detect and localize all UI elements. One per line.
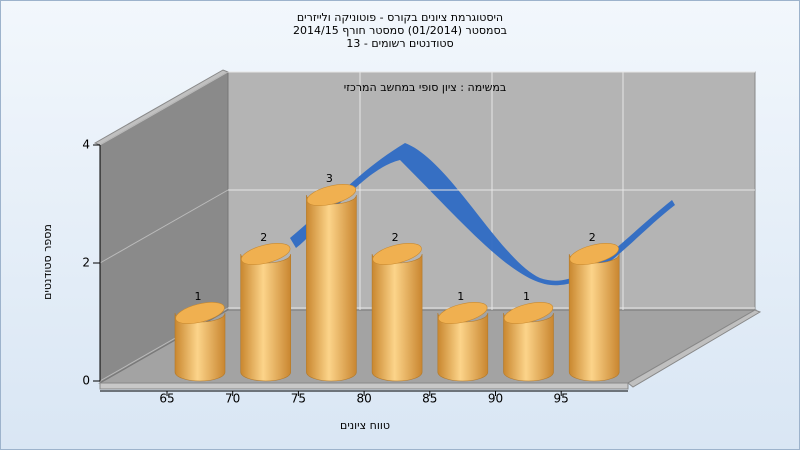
chart-subtitle: סטודנטים רשומים - 13 (346, 37, 453, 50)
floor-edge (99, 382, 629, 390)
x-tick-label: 65 (159, 392, 174, 406)
cylinder-body (371, 253, 423, 382)
bar (306, 184, 357, 382)
bar (568, 243, 620, 382)
floor-edge (627, 309, 762, 388)
cylinder-body (568, 253, 620, 382)
cylinder-top (503, 302, 554, 324)
x-tick-label: 90 (488, 392, 503, 406)
bar (503, 302, 554, 382)
cylinder-top (306, 184, 357, 206)
y-tick-label: 2 (82, 256, 90, 270)
data-label: 2 (392, 231, 399, 244)
data-label: 1 (523, 290, 530, 303)
bar (174, 302, 226, 382)
bar (371, 243, 423, 382)
cylinder-top (241, 243, 291, 265)
x-axis-label: טווח ציונים (340, 419, 390, 432)
cylinder-top (438, 302, 488, 324)
x-tick-label: 85 (422, 392, 437, 406)
bars (174, 184, 620, 382)
data-label: 2 (260, 231, 267, 244)
y-axis-label: מספר סטודנטים (41, 224, 54, 300)
x-tick-label: 75 (291, 392, 306, 406)
bar (240, 243, 291, 382)
cylinder-body (306, 194, 357, 382)
cylinder-top (175, 302, 225, 324)
cylinder-top (569, 243, 619, 265)
data-label: 3 (326, 172, 333, 185)
chart-title: היסטוגרמת ציונים בקורס - פוטוניקה ולייזר… (297, 11, 503, 24)
data-label: 1 (457, 290, 464, 303)
y-tick-label: 4 (82, 138, 90, 152)
data-label: 2 (589, 231, 596, 244)
chart-subtitle: בסמסטר (01/2014) סמסטר חורף 2014/15 (293, 24, 507, 37)
annotation: במשימה : ציון סופי במחשב המרכזי (344, 81, 507, 94)
cylinder-top (372, 243, 422, 265)
bar (437, 302, 489, 382)
grid-line (99, 189, 229, 264)
x-tick-label: 70 (225, 392, 240, 406)
cylinder-body (240, 253, 291, 382)
x-tick-label: 95 (554, 392, 569, 406)
grid-line (99, 71, 229, 146)
data-label: 1 (195, 290, 202, 303)
y-tick-label: 0 (82, 374, 90, 388)
x-tick-label: 80 (356, 392, 371, 406)
